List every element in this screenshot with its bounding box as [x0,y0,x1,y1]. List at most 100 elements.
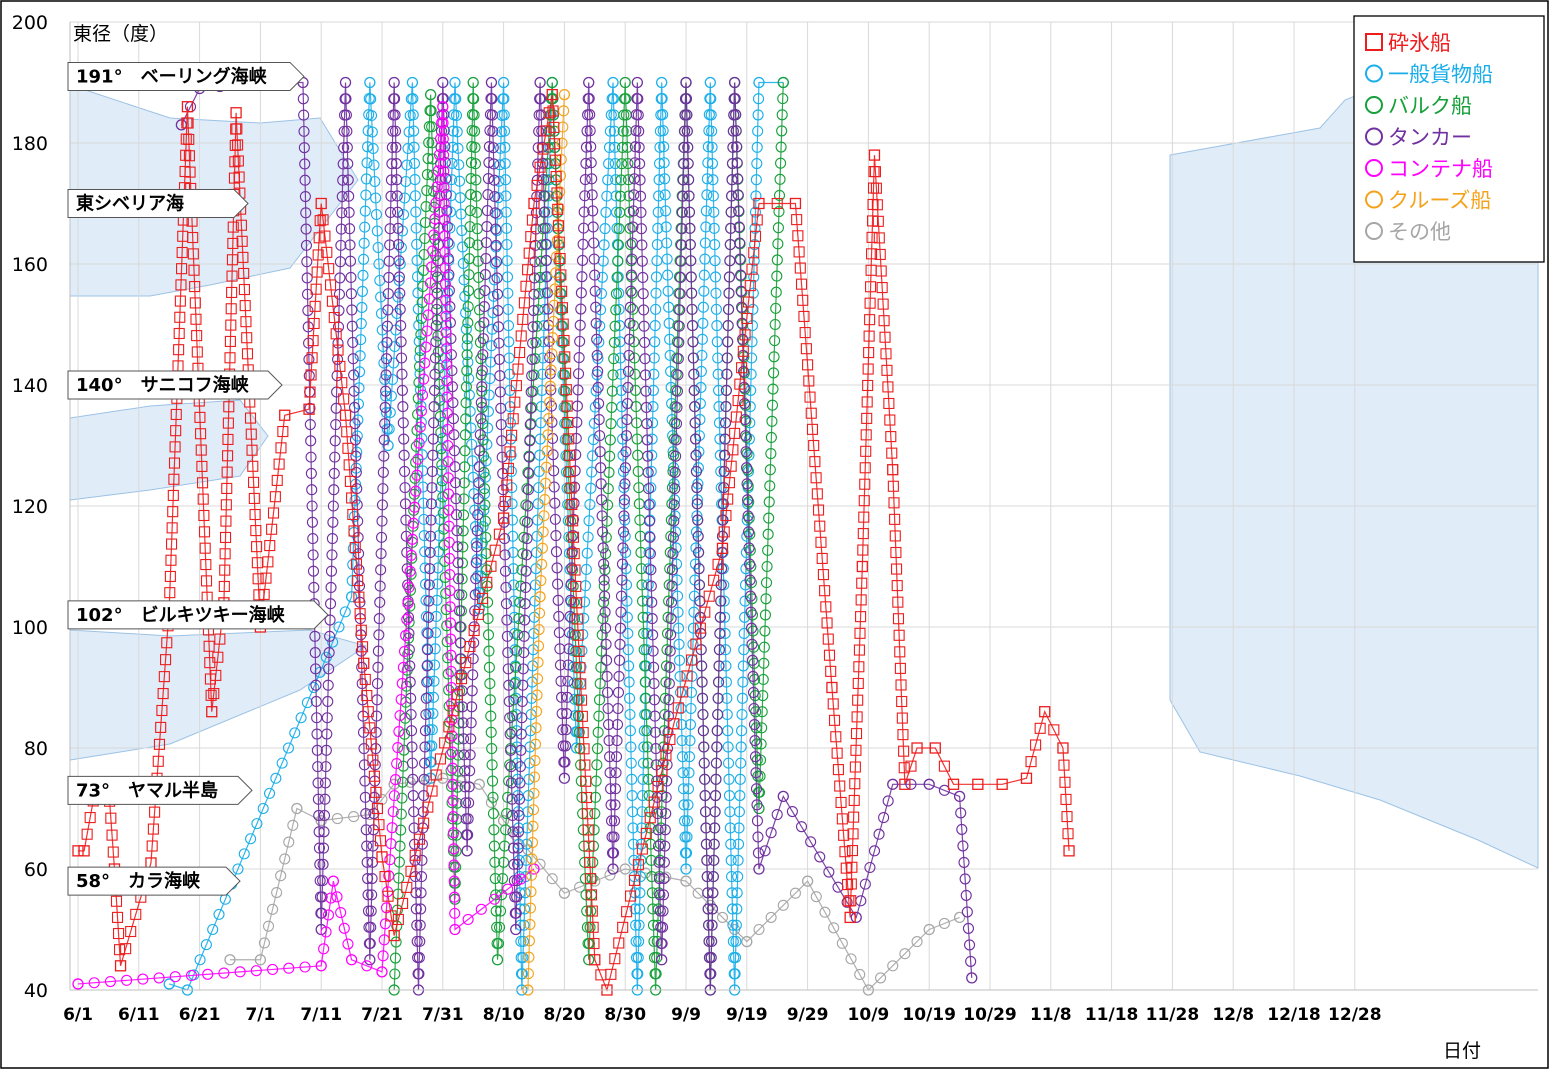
series-marker-interp [448,859,460,871]
series-marker-interp [620,430,632,442]
series-marker-interp [499,495,511,508]
series-marker-interp [381,336,393,348]
series-marker-interp [428,384,441,396]
series-marker-interp [870,182,882,194]
series-marker-interp [561,691,573,703]
series-marker-interp [572,384,584,396]
series-marker-interp [441,375,453,387]
series-marker-interp [852,677,864,690]
series-marker-interp [854,627,866,639]
series-marker-interp [530,722,542,734]
series-marker-interp [640,385,652,397]
series-marker-interp [220,499,232,511]
series-marker-interp [392,222,404,234]
series-marker-interp [472,239,484,251]
series-marker-interp [484,678,496,690]
series-marker-interp [711,320,723,332]
series-marker-interp [664,733,676,746]
series-marker [72,978,84,990]
series-marker-interp [485,560,497,572]
series-marker-interp [554,252,566,265]
series-marker [716,542,729,554]
series-marker-interp [745,577,757,589]
series-marker-interp [443,520,455,532]
series-marker-interp [495,419,507,431]
series-marker-interp [556,320,568,332]
series-marker [789,197,802,210]
series-marker-interp [240,316,252,328]
series-marker [303,403,315,415]
series-marker-interp [188,264,200,276]
series-marker-interp [607,93,620,105]
series-marker-interp [430,627,442,639]
series-marker-interp [793,246,805,258]
series-marker [1063,845,1075,857]
series-marker-interp [323,647,335,659]
series-marker-interp [684,718,697,731]
series-marker-interp [428,675,440,687]
series-marker-interp [741,448,753,460]
series-marker-interp [218,967,230,979]
series-marker-interp [349,418,361,430]
series-marker-interp [423,724,435,736]
series-marker-interp [353,591,365,603]
series-marker-interp [649,710,661,722]
series-marker-interp [698,757,710,769]
series-marker-interp [726,871,738,883]
series-marker-interp [662,285,674,297]
series-marker-interp [607,847,620,859]
series-marker-interp [427,449,439,461]
series-marker-interp [490,239,502,251]
series-marker-interp [863,347,875,359]
series-marker-interp [397,897,409,909]
series-marker-interp [584,125,596,137]
series-marker-interp [735,757,747,769]
series-marker [339,76,352,89]
series-marker-interp [532,656,544,668]
series-marker-interp [361,690,373,702]
series-marker-interp [301,272,313,284]
series-marker-interp [653,190,665,202]
series-marker-interp [588,824,600,836]
series-marker-interp [438,181,450,193]
series-marker [607,76,619,89]
series-marker-interp [340,109,352,121]
series-marker-interp [677,767,689,779]
series-marker-interp [331,891,343,903]
series-marker-interp [471,541,483,553]
series-marker-interp [430,769,442,781]
series-marker-interp [169,971,181,983]
x-tick-label: 8/30 [604,1005,646,1025]
series-marker-interp [581,808,593,820]
series-marker-interp [486,759,498,771]
series-marker-interp [673,622,685,634]
series-marker-interp [411,469,423,481]
series-marker-interp [348,385,360,397]
series-marker-interp [668,499,680,511]
series-marker-interp [725,460,737,472]
series-marker-interp [477,434,489,446]
series-marker-interp [313,809,325,822]
series-marker-interp [595,462,607,474]
series-marker-interp [379,871,391,883]
series-marker-interp [373,258,385,270]
series-marker [668,718,680,730]
series-marker-interp [573,352,585,364]
series-marker-interp [415,405,427,417]
series-marker-interp [730,125,742,137]
series-marker-interp [379,918,391,930]
series-marker-interp [378,450,390,462]
series-marker-interp [542,190,554,202]
series-marker-interp [613,303,625,315]
series-marker-interp [955,807,967,819]
series-marker-interp [712,368,724,380]
series-marker-interp [772,238,784,250]
series-marker-interp [303,353,315,365]
series-marker-interp [726,190,738,202]
series-marker-interp [621,906,633,918]
series-marker-interp [248,476,260,488]
series-marker-interp [664,645,676,657]
series-marker-interp [748,271,760,283]
series-marker-interp [753,923,765,936]
series-marker-interp [395,824,407,836]
